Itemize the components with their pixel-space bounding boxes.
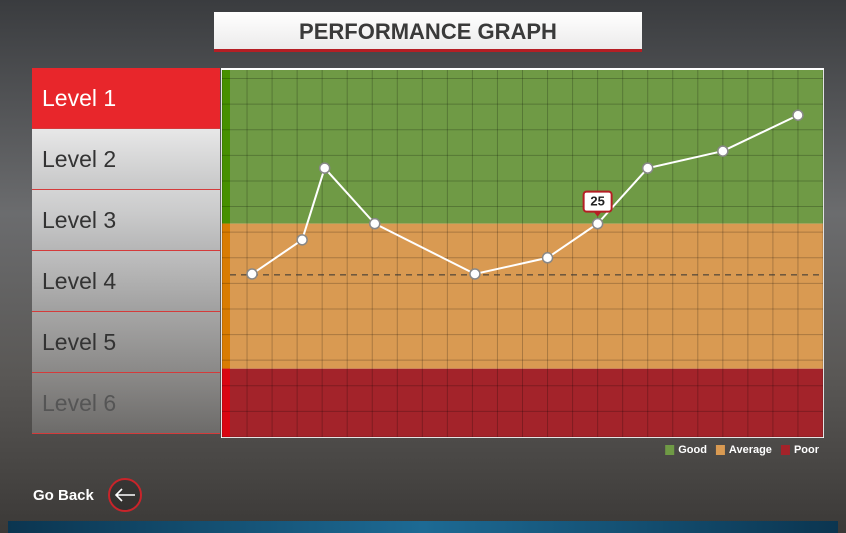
legend-label: Average xyxy=(729,444,772,456)
legend-label: Poor xyxy=(794,444,820,456)
data-point xyxy=(593,219,603,229)
data-point xyxy=(247,269,257,279)
performance-chart: 25 Poor Average Good xyxy=(0,0,846,533)
arrow-icon xyxy=(114,488,136,502)
data-point xyxy=(643,163,653,173)
data-point xyxy=(543,253,553,263)
legend-swatch xyxy=(665,445,674,455)
data-point xyxy=(718,146,728,156)
data-point xyxy=(793,110,803,120)
data-point xyxy=(320,163,330,173)
zone-strip xyxy=(222,70,230,224)
data-label: 25 xyxy=(590,194,604,209)
zone-strip xyxy=(222,369,230,437)
data-point xyxy=(297,235,307,245)
game-screen: PERFORMANCE GRAPH Level 1Level 2Level 3L… xyxy=(0,0,846,533)
zone-strip xyxy=(222,224,230,369)
go-back-icon[interactable] xyxy=(108,478,142,512)
legend-swatch xyxy=(781,445,790,455)
legend-label: Good xyxy=(678,444,707,456)
data-point xyxy=(370,219,380,229)
legend-swatch xyxy=(716,445,725,455)
go-back[interactable]: Go Back xyxy=(33,478,142,512)
go-back-label: Go Back xyxy=(33,487,94,504)
data-point xyxy=(470,269,480,279)
